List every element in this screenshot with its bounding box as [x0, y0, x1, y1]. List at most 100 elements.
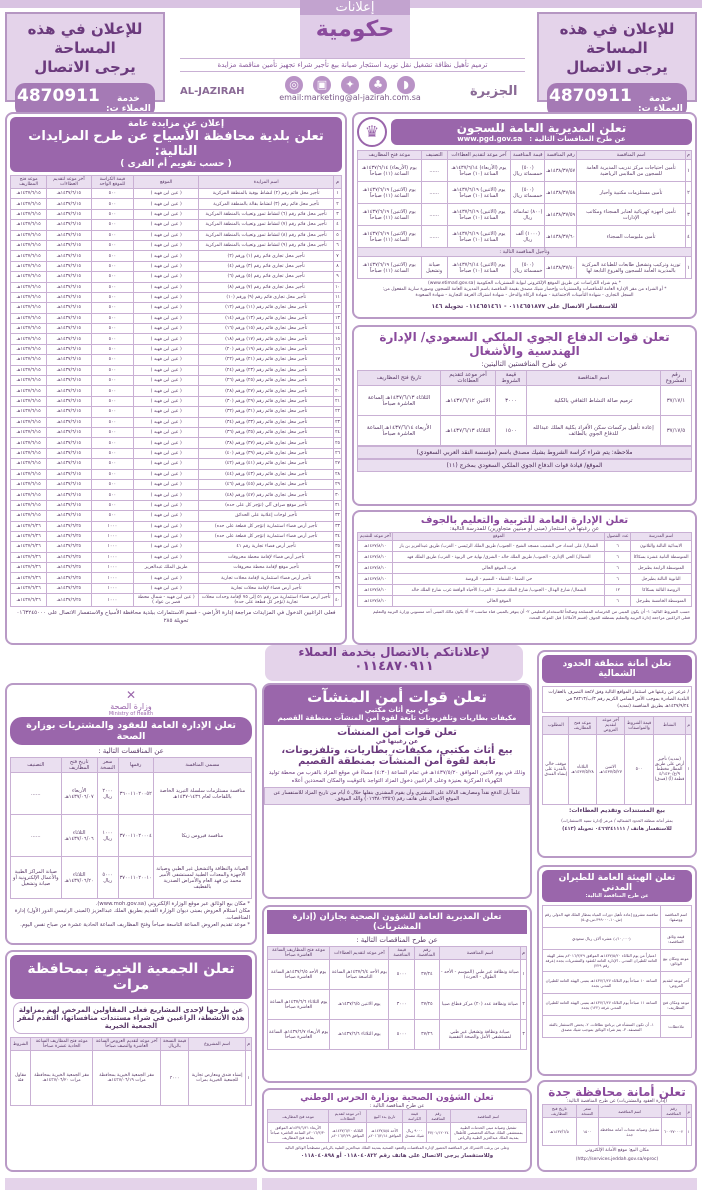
- column-header: اسم المناقصة: [438, 946, 522, 960]
- table-cell: ٥٠٠: [90, 385, 135, 397]
- table-cell: ٣٤: [333, 530, 342, 543]
- email[interactable]: email:marketing@al-jazirah.com.sa: [279, 93, 421, 102]
- table-cell: ( عين ابن فهيد ): [133, 271, 200, 283]
- table-cell: تأمين ملبوسات السجناء: [576, 225, 686, 248]
- table-cell: اعتباراً من يوم الثلاثاء ١٤٣٧/٥/٢٠هـ الم…: [542, 949, 661, 972]
- ad-phone-pill: خدمة العملاء ت: 4870911: [547, 83, 687, 117]
- table-cell: يوم الأربعاء ١٤٣٧/٦/٧هـ الساعة العاشرة ص…: [266, 1019, 331, 1050]
- table-row: ٢٧ تأجير محل تجاري قائم رقم (٤١) ورقم (٤٢…: [9, 458, 342, 470]
- emblem-icon: ✦: [341, 76, 359, 94]
- table-cell: ١٤٣٧/٦/١٥هـ: [46, 260, 92, 273]
- postpone-row: وتأجيل المنافسة التالية :: [357, 247, 692, 257]
- table-cell: ٩٠٠٠ ريال شيك مصدق: [402, 1122, 427, 1143]
- table-cell: ٥٠٠: [90, 416, 135, 429]
- table-cell: ٢: [684, 181, 693, 204]
- table-row: اسم المناقصة ووصفها: منافسة مشروع إعادة ت…: [542, 905, 693, 928]
- table-cell: (١٠,٠٠٠/-) عشرة آلاف ريال سعودي: [542, 927, 661, 950]
- table-cell: ( عين ابن فهيد ): [133, 208, 200, 221]
- column-header: اسم المناقصة: [598, 1104, 662, 1118]
- header-row: م اسم المناقصة رقم المناقصة قيمة المناقصة آخ…: [266, 946, 527, 960]
- table-cell: الثلاثاء ١٤٣٧/٦/١٣هـ الساعة العاشرة صباح…: [357, 385, 441, 416]
- table-row: ٣٩ تأجير أرض فضاء لإقامة محلات تجارية( عي…: [9, 582, 342, 595]
- table-cell: موعد ومكان بيع الوثائق:: [659, 949, 693, 972]
- table-cell: ١٤٣٧/٦/٢٥هـ: [46, 520, 92, 532]
- jeddah-url[interactable]: (http://services.jeddah.gov.sa/eproc): [575, 1157, 659, 1162]
- table-cell: ١٤٣٨/٣٧/٦٠هـ: [544, 225, 578, 248]
- table-cell: ١٤٣٧/٦/١٥هـ: [9, 302, 48, 314]
- table-cell: ١٤٣٧/٦/١٥هـ: [46, 385, 92, 397]
- table-cell: ......: [420, 159, 448, 182]
- table-cell: يوم (الاثنين) ١٤٣٧/٦/١٩هـ الساعة (١٠) صب…: [446, 181, 512, 204]
- table-cell: ٢٤: [333, 426, 342, 439]
- table-row: ٤٠ تأجير أرض فضاء استثمارية من رقم ٥١ إلى…: [9, 593, 342, 608]
- table-cell: ١٤٣٧/٨/١٠هـ: [356, 540, 394, 552]
- table-cell: ١٤٣٧/٦/٢٦هـ: [9, 551, 48, 564]
- jouf-table: اسم المدرسة عدد الفصول الموقع آخر موعد للتق…: [356, 532, 692, 607]
- table-cell: تأجير محل تجاري قائم رقم (٤٥) ورقم (٤٦): [198, 478, 335, 491]
- ad-line1: للإعلان في هذه المساحة: [559, 20, 675, 57]
- table-cell: تأجير محل قائم رقم (٧) لنشاط تمور وتعبيا…: [198, 219, 335, 231]
- table-cell: تأجير محل تجاري قائم رقم (٢٩) ورقم (٣٠): [198, 395, 335, 408]
- jeddah-subtitle: (إدارة العقود والمشتريات) عن طرح المناقص…: [566, 1099, 668, 1104]
- table-cell: ٩: [333, 271, 342, 283]
- column-header: اسم المشروع: [187, 1037, 247, 1051]
- table-cell: ١٤٣٧/٦/١٥هـ: [46, 281, 92, 293]
- table-cell: ( عين ابن فهيد ): [133, 333, 200, 345]
- table-cell: ١٤٣٧/٦/١٥هـ: [46, 302, 92, 314]
- table-row: ١٩ تأجير محل تجاري قائم رقم (٢٥) ورقم (٢٦…: [9, 375, 342, 387]
- table-cell: الاثنين ١٤٣٧/٦/١٢هـ: [439, 385, 497, 416]
- column-header: قيمة الشروط: [495, 370, 527, 386]
- marat-table: م اسم المشروع قيمة النسخة بالريال آخر موعد …: [9, 1037, 252, 1106]
- gaca-header: تعلن الهيئة العامة للطيران المدني عن طرح…: [542, 870, 692, 902]
- table-cell: ٥٠٠: [90, 489, 135, 501]
- prisons-website[interactable]: www.pgd.gov.sa: [457, 135, 522, 143]
- table-cell: تأجير أرض فضاء استثمارية (تؤجر كل قطعة ع…: [198, 520, 335, 532]
- table-cell: إنشاء فندق ومعارض تجارية للجمعية الخيرية…: [187, 1050, 247, 1106]
- column-header: الشروط: [9, 1037, 32, 1051]
- table-cell: تأجير محل قائم رقم (٩) لنشاط تمور وتعبيا…: [198, 239, 335, 252]
- airdefense-table: رقم المشروع اسم المناقصة قيمة الشروط آخر مو…: [357, 370, 693, 446]
- table-cell: الساعة ١١ صباحاً يوم الثلاثاء ١٤٣٧/٦/٢٧ه…: [542, 993, 661, 1016]
- table-cell: ٣٧٠٠١١٠٢٠٠٠٤: [117, 814, 154, 857]
- table-cell: يوم (الأربعاء) ١٤٣٧/٦/١٤هـ الساعة (١١) ص…: [357, 159, 422, 182]
- header-row: م اسم المزايدة الموقع قيمة الكراسة للموقع ا…: [9, 175, 342, 189]
- airdefense-subtitle: عن طرح المنافستين التاليتين:: [481, 360, 568, 368]
- table-cell: الثلاثاء ١٤٣٧/٦/١٣هـ: [439, 415, 497, 446]
- logo-main: حكومية: [315, 17, 395, 42]
- table-cell: ٥٠٠: [90, 499, 135, 512]
- table-cell: ١٤٣٧/٦/٢٥هـ: [46, 530, 92, 543]
- map-icon: ◗: [397, 76, 415, 94]
- table-cell: (٥٠٠) خمسمائة ريال: [510, 256, 546, 279]
- table-cell: ١١: [333, 291, 342, 304]
- table-cell: ٥٠٠: [624, 734, 654, 805]
- table-cell: الشمال/ على امتداد حي الشعيب مسجد الشيخ …: [392, 540, 606, 552]
- table-cell: ٥٠٠: [90, 260, 135, 273]
- table-cell: تأجير محل تجاري قائم رقم (٩) ورقم (١٠): [198, 291, 335, 304]
- table-cell: ١٤٣٧/٦/٢٥هـ: [46, 593, 92, 608]
- prisons-ad: تعلن المديرية العامة للسجون عن طرح المنا…: [352, 112, 697, 319]
- table-cell: تأمين أجهزة كهربائية لعنابر السجناء ومكا…: [576, 203, 686, 226]
- column-header: قيمة الكراسة للموقع الواحد: [90, 175, 135, 189]
- column-header: موعد فتح المظاريف: [9, 175, 48, 189]
- marat-ad: تعلن الجمعية الخيرية بمحافظة مرات عن طرح…: [5, 950, 257, 1172]
- table-cell: ٢٩: [333, 478, 342, 491]
- column-header: موعد فتح المظاريف: [266, 1109, 330, 1123]
- table-cell: ١٤٣٧/٦/١٥هـ: [46, 333, 92, 345]
- table-cell: ٣٧: [333, 562, 342, 574]
- table-cell: تأجير محل تجاري قائم رقم (٢١) ورقم (٢٢): [198, 354, 335, 366]
- ad-phone-label: خدمة العملاء ت:: [106, 94, 151, 114]
- table-cell: ٢٣: [333, 416, 342, 429]
- table-cell: ( عين ابن فهيد ): [133, 364, 200, 377]
- table-row: ٨ تأجير محل تجاري قائم رقم (٣) ورقم (٤)( …: [9, 260, 342, 273]
- table-cell: ٥٠٠: [90, 437, 135, 449]
- contact-phone[interactable]: ٠١١٤٨٧٠٩١١: [354, 659, 434, 674]
- table-cell: تأجير محل تجاري قائم رقم (١٥) ورقم (١٦): [198, 323, 335, 335]
- table-cell: ٦٠٠٣٧٠٠٠٢: [660, 1117, 687, 1146]
- table-cell: ٣٨: [333, 572, 342, 584]
- table-cell: ١٤٣٧/٦/١٥هـ: [9, 406, 48, 418]
- table-cell: ٢٠٠٠ ريال: [96, 772, 119, 815]
- table-cell: ١٤٣٧/٦/٢٦هـ: [9, 562, 48, 574]
- northern-intro: / عرعر عن رغبتها في استثمار المواقع التا…: [542, 686, 692, 713]
- table-row: ٢٦ تأجير محل تجاري قائم رقم (٣٩) ورقم (٤٠…: [9, 447, 342, 460]
- table-cell: ٥٠٠: [90, 281, 135, 293]
